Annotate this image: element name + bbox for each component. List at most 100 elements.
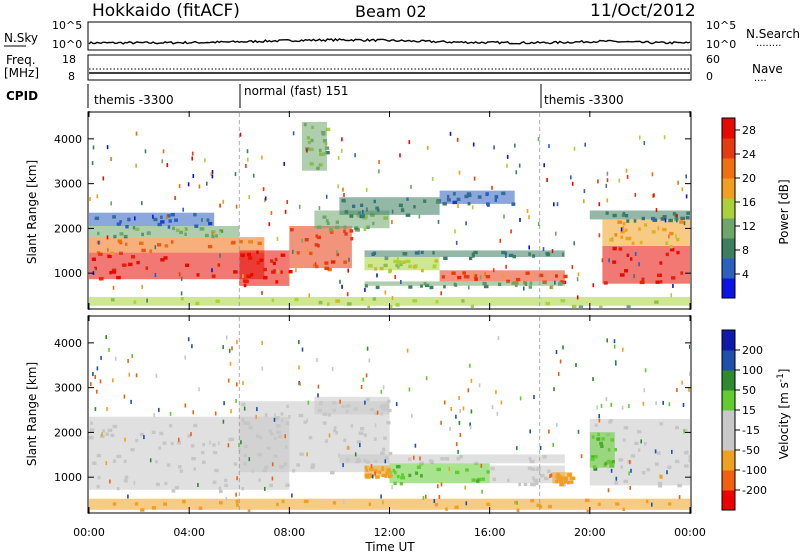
heat-cell: [236, 476, 238, 481]
freq-label-line1: Freq.: [6, 53, 36, 67]
heat-cell: [505, 254, 507, 258]
heat-band: [289, 226, 352, 269]
heat-cell: [90, 382, 92, 387]
heat-cell: [343, 500, 345, 505]
heat-cell: [625, 168, 628, 173]
heat-cell: [661, 474, 663, 479]
heat-cell: [613, 339, 616, 344]
heat-cell: [583, 189, 586, 194]
heat-cell: [327, 413, 332, 417]
heat-cell: [606, 171, 609, 176]
colorbar-swatch: [722, 178, 735, 199]
heat-cell: [370, 464, 373, 469]
heat-cell: [211, 231, 214, 236]
heat-cell: [492, 268, 495, 273]
heat-cell: [523, 286, 525, 291]
x-tick-labels: 00:00 04:00 08:00 12:00 16:00 20:00 00:00: [73, 526, 706, 539]
heat-cell: [408, 285, 413, 289]
heat-cell: [554, 280, 556, 285]
heat-cell: [234, 172, 237, 177]
heat-cell: [365, 373, 368, 378]
heat-cell: [558, 281, 561, 286]
heat-cell: [341, 137, 343, 142]
heat-band: [301, 121, 327, 171]
heat-cell: [191, 151, 194, 156]
heat-cell: [354, 153, 356, 158]
heat-cell: [192, 410, 194, 415]
heat-cell: [666, 470, 668, 475]
heat-cell: [248, 457, 251, 462]
heat-cell: [638, 262, 640, 267]
heat-cell: [211, 174, 214, 179]
heat-band: [89, 212, 215, 226]
colorbar-swatch: [722, 330, 735, 351]
heat-cell: [256, 407, 258, 412]
heat-cell: [287, 273, 290, 278]
heat-cell: [388, 304, 393, 308]
heat-cell: [668, 234, 670, 239]
heat-cell: [99, 379, 102, 384]
heat-cell: [598, 233, 601, 238]
heat-cell: [388, 451, 393, 456]
heat-cell: [152, 214, 154, 219]
heat-cell: [420, 284, 423, 288]
heat-cell: [197, 483, 199, 487]
heat-cell: [307, 248, 309, 253]
heat-cell: [261, 340, 263, 345]
heat-cell: [528, 285, 533, 289]
heat-cell: [182, 207, 184, 212]
heat-cell: [190, 432, 192, 437]
heat-cell: [198, 387, 200, 392]
heat-cell: [462, 406, 465, 411]
heat-cell: [484, 272, 486, 277]
heat-cell: [551, 285, 554, 290]
heat-cell: [291, 493, 293, 498]
heat-cell: [472, 272, 475, 277]
heat-cell: [306, 452, 308, 457]
heat-cell: [214, 411, 217, 416]
date-title: 11/Oct/2012: [590, 1, 696, 21]
heat-cell: [575, 363, 577, 367]
heat-cell: [562, 345, 564, 350]
heat-cell: [626, 174, 629, 179]
heat-cell: [366, 346, 369, 351]
heat-cell: [421, 268, 424, 273]
heat-cell: [457, 449, 459, 454]
heat-cell: [222, 345, 224, 350]
heat-cell: [543, 163, 545, 168]
nsky-right-tick-top: 10^5: [706, 19, 736, 32]
heat-cell: [235, 204, 238, 209]
heat-cell: [479, 275, 482, 280]
colorbar-swatch: [722, 278, 735, 299]
colorbar-swatch: [722, 490, 735, 511]
heat-cell: [112, 378, 114, 383]
heat-cell: [511, 202, 516, 206]
heat-cell: [598, 414, 600, 419]
heat-cell: [210, 172, 213, 176]
heat-band: [589, 210, 690, 220]
heat-cell: [443, 400, 446, 405]
heat-cell: [127, 359, 129, 363]
heat-cell: [592, 377, 594, 382]
heat-cell: [593, 467, 598, 471]
heat-cell: [184, 403, 187, 408]
heat-cell: [155, 373, 158, 378]
heat-cell: [652, 218, 658, 222]
heat-cell: [622, 225, 625, 230]
heat-cell: [443, 285, 446, 289]
heat-cell: [399, 153, 401, 158]
heat-cell: [500, 400, 503, 405]
heat-cell: [225, 497, 228, 502]
heat-cell: [374, 423, 377, 428]
heat-cell: [491, 405, 494, 410]
heat-cell: [93, 268, 96, 273]
heat-cell: [380, 389, 383, 394]
heat-cell: [153, 413, 156, 418]
heat-cell: [194, 224, 199, 228]
heat-cell: [557, 372, 560, 376]
heat-cell: [376, 273, 378, 278]
heat-cell: [339, 279, 341, 284]
heat-cell: [400, 280, 402, 284]
heat-cell: [374, 471, 376, 476]
heat-cell: [516, 508, 520, 512]
